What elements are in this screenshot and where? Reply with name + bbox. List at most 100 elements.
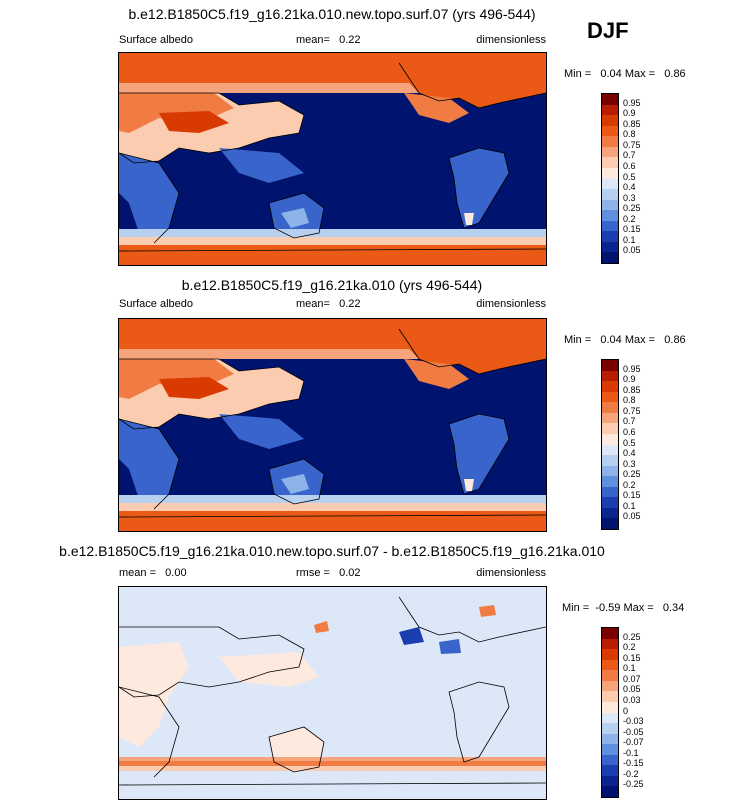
- colorbar-swatch: [602, 210, 618, 221]
- colorbar-tick-label: 0.85: [623, 384, 641, 395]
- colorbar-swatch: [602, 691, 618, 702]
- colorbar-swatch: [602, 765, 618, 776]
- colorbar-tick-label: 0.8: [623, 129, 636, 140]
- colorbar-tick-label: 0.1: [623, 663, 636, 674]
- colorbar-tick-label: 0.05: [623, 511, 641, 522]
- colorbar-swatch: [602, 680, 618, 692]
- colorbar-tick-label: 0.2: [623, 642, 636, 653]
- colorbar-swatch: [602, 649, 618, 660]
- colorbar-swatch: [602, 220, 618, 232]
- panel-2-units-label: dimensionless: [476, 298, 546, 310]
- colorbar-swatch: [602, 455, 618, 466]
- colorbar-swatch: [602, 381, 618, 392]
- colorbar-swatch: [602, 391, 618, 403]
- colorbar-tick-label: 0.05: [623, 245, 641, 256]
- colorbar-tick-label: 0.15: [623, 224, 641, 235]
- colorbar-tick-label: 0.6: [623, 426, 636, 437]
- colorbar-swatch: [602, 157, 618, 168]
- colorbar-swatch: [602, 518, 618, 529]
- colorbar-swatch: [602, 507, 618, 519]
- season-label: DJF: [587, 18, 629, 43]
- colorbar-swatch: [602, 659, 618, 671]
- colorbar-swatch: [602, 241, 618, 253]
- colorbar-swatch: [602, 638, 618, 650]
- panel-2-colorbar: [601, 359, 619, 530]
- colorbar-tick-label: 0.25: [623, 203, 641, 214]
- panel-2-map-svg: [119, 319, 546, 531]
- colorbar-tick-label: -0.15: [623, 758, 644, 769]
- colorbar-tick-label: 0.95: [623, 97, 641, 108]
- colorbar-swatch: [602, 178, 618, 190]
- colorbar-swatch: [602, 701, 618, 713]
- colorbar-swatch: [602, 104, 618, 116]
- colorbar-tick-label: 0.1: [623, 500, 636, 511]
- colorbar-tick-label: 0.3: [623, 192, 636, 203]
- colorbar-swatch: [602, 486, 618, 498]
- colorbar-swatch: [602, 733, 618, 745]
- panel-2-title: b.e12.B1850C5.f19_g16.21ka.010 (yrs 496-…: [181, 277, 483, 293]
- panel-1-title: b.e12.B1850C5.f19_g16.21ka.010.new.topo.…: [128, 6, 536, 22]
- colorbar-swatch: [602, 402, 618, 413]
- colorbar-swatch: [602, 115, 618, 126]
- panel-3-mean-label: mean = 0.00: [119, 567, 187, 579]
- colorbar-swatch: [602, 136, 618, 147]
- colorbar-tick-label: 0.5: [623, 171, 636, 182]
- colorbar-tick-label: -0.03: [623, 716, 644, 727]
- colorbar-swatch: [602, 476, 618, 487]
- colorbar-tick-label: 0.75: [623, 405, 641, 416]
- colorbar-tick-label: -0.1: [623, 747, 639, 758]
- colorbar-swatch: [602, 423, 618, 434]
- colorbar-swatch: [602, 497, 618, 508]
- colorbar-swatch: [602, 786, 618, 797]
- colorbar-tick-label: 0.3: [623, 458, 636, 469]
- panel-1-map: [118, 52, 547, 266]
- panel-3-map: [118, 586, 547, 800]
- colorbar-tick-label: 0.15: [623, 652, 641, 663]
- colorbar-tick-label: 0.2: [623, 213, 636, 224]
- colorbar-tick-label: -0.05: [623, 726, 644, 737]
- colorbar-tick-label: 0.7: [623, 150, 636, 161]
- colorbar-swatch: [602, 744, 618, 755]
- panel-1-variable-label: Surface albedo: [119, 34, 193, 46]
- colorbar-tick-label: 0.03: [623, 694, 641, 705]
- colorbar-swatch: [602, 360, 618, 371]
- panel-1-mean-label: mean= 0.22: [296, 34, 361, 46]
- colorbar-tick-label: 0.07: [623, 673, 641, 684]
- panel-1-colorbar: [601, 93, 619, 264]
- colorbar-swatch: [602, 199, 618, 211]
- panel-3-colorbar: [601, 627, 619, 798]
- panel-3-minmax: Min = -0.59 Max = 0.34: [562, 602, 685, 614]
- panel-2-minmax: Min = 0.04 Max = 0.86: [564, 334, 686, 346]
- colorbar-tick-label: 0.25: [623, 469, 641, 480]
- colorbar-tick-label: 0.9: [623, 374, 636, 385]
- colorbar-tick-label: 0.4: [623, 448, 636, 459]
- colorbar-tick-label: 0.6: [623, 160, 636, 171]
- colorbar-tick-label: 0.95: [623, 363, 641, 374]
- colorbar-swatch: [602, 754, 618, 766]
- panel-3-rmse-label: rmse = 0.02: [296, 567, 361, 579]
- colorbar-tick-label: 0: [623, 705, 629, 716]
- colorbar-swatch: [602, 444, 618, 456]
- colorbar-swatch: [602, 433, 618, 445]
- colorbar-tick-label: 0.85: [623, 118, 641, 129]
- colorbar-swatch: [602, 94, 618, 105]
- colorbar-swatch: [602, 231, 618, 242]
- colorbar-tick-label: 0.2: [623, 479, 636, 490]
- colorbar-swatch: [602, 628, 618, 639]
- colorbar-tick-label: 0.05: [623, 684, 641, 695]
- colorbar-tick-label: 0.9: [623, 108, 636, 119]
- panel-1-units-label: dimensionless: [476, 34, 546, 46]
- panel-1-map-svg: [119, 53, 546, 265]
- colorbar-swatch: [602, 167, 618, 179]
- colorbar-swatch: [602, 465, 618, 477]
- colorbar-tick-label: -0.25: [623, 779, 644, 790]
- panel-2-map: [118, 318, 547, 532]
- panel-3-map-svg: [119, 587, 546, 799]
- panel-2-mean-label: mean= 0.22: [296, 298, 361, 310]
- colorbar-swatch: [602, 125, 618, 137]
- panel-3-units-label: dimensionless: [476, 567, 546, 579]
- colorbar-swatch: [602, 670, 618, 681]
- colorbar-swatch: [602, 412, 618, 424]
- panel-3-title: b.e12.B1850C5.f19_g16.21ka.010.new.topo.…: [59, 543, 605, 559]
- colorbar-tick-label: 0.25: [623, 631, 641, 642]
